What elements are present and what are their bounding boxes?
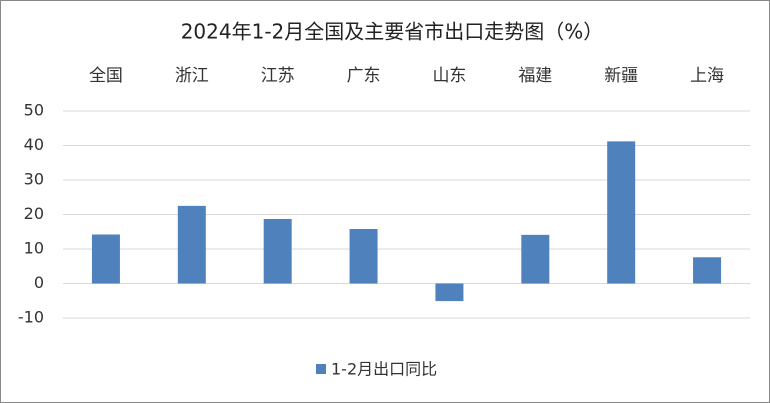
bar — [177, 205, 206, 284]
y-tick-label: 20 — [24, 204, 44, 223]
y-tick-label: 40 — [24, 135, 44, 154]
x-tick-label: 福建 — [518, 66, 552, 86]
y-tick-label: 50 — [24, 101, 44, 120]
x-tick-label: 浙江 — [175, 66, 209, 86]
bar — [91, 234, 120, 284]
legend-swatch — [316, 364, 326, 374]
bar — [521, 234, 550, 284]
y-tick-label: 10 — [24, 239, 44, 258]
legend-label: 1-2月出口同比 — [331, 360, 437, 379]
x-tick-label: 全国 — [89, 66, 123, 86]
x-tick-label: 新疆 — [604, 66, 638, 86]
bar — [349, 228, 378, 284]
y-tick-label: 30 — [24, 170, 44, 189]
x-tick-label: 山东 — [432, 66, 466, 86]
y-tick-label: 0 — [34, 273, 44, 292]
bar — [435, 283, 464, 302]
x-tick-label: 上海 — [690, 66, 724, 86]
bar — [693, 257, 722, 284]
bar — [263, 218, 292, 284]
chart-title: 2024年1-2月全国及主要省市出口走势图（%） — [181, 20, 604, 44]
y-tick-label: -10 — [18, 308, 44, 327]
bar — [607, 141, 636, 284]
x-tick-label: 广东 — [347, 66, 381, 86]
x-tick-label: 江苏 — [261, 66, 295, 86]
